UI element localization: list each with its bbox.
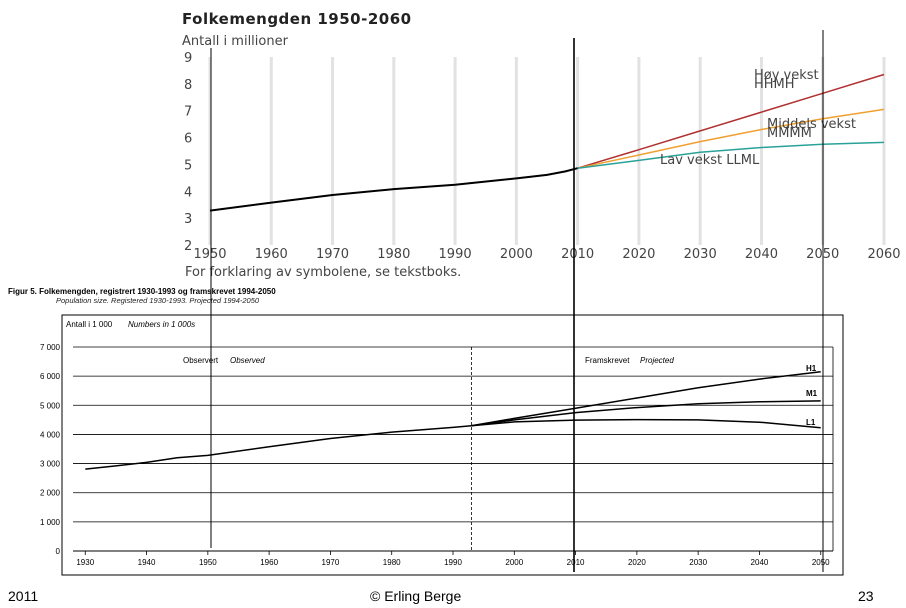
bottom-x-tick-1940: 1940 (138, 558, 156, 567)
footer-author: © Erling Berge (370, 588, 462, 604)
bottom-y-tick-1000: 1 000 (40, 518, 61, 527)
top-x-tick-1980: 1980 (377, 247, 410, 262)
top-x-tick-2000: 2000 (500, 247, 533, 262)
bottom-y-tick-7000: 7 000 (40, 343, 61, 352)
bottom-x-tick-2040: 2040 (751, 558, 769, 567)
figure-caption: Figur 5. Folkemengden, registrert 1930-1… (8, 287, 276, 296)
top-chart-y-unit-label: Antall i millioner (182, 34, 288, 49)
top-y-tick-9: 9 (184, 51, 192, 66)
top-label-high-line-1: HHMH (754, 77, 795, 92)
projected-label-english: Projected (640, 356, 674, 365)
top-label-middle-line-0: Middels vekst (767, 117, 856, 132)
footer-year: 2011 (8, 588, 39, 604)
top-x-tick-1960: 1960 (255, 247, 288, 262)
top-series-middle (577, 108, 885, 169)
top-label-middle: Middels vekst MMMM (767, 117, 856, 141)
top-x-tick-2040: 2040 (745, 247, 778, 262)
bottom-y-tick-5000: 5 000 (40, 401, 61, 410)
top-series-low (577, 141, 885, 169)
bottom-y-tick-2000: 2 000 (40, 489, 61, 498)
bottom-series-observed (85, 424, 472, 470)
bottom-x-tick-1960: 1960 (260, 558, 278, 567)
top-x-tick-2010: 2010 (561, 247, 594, 262)
bottom-label-m1: M1 (806, 389, 818, 398)
observed-label-english: Observed (230, 356, 265, 365)
bottom-y-unit-label: Antall i 1 000 (66, 320, 113, 329)
top-label-low: Lav vekst LLML (660, 153, 760, 168)
figure-caption-english: Population size. Registered 1930-1993. P… (56, 296, 260, 305)
bottom-x-tick-2010: 2010 (567, 558, 585, 567)
top-label-high: Høy vekst HHMH (754, 68, 819, 92)
bottom-label-l1: L1 (806, 418, 816, 427)
top-x-tick-2060: 2060 (867, 247, 900, 262)
top-y-tick-2: 2 (184, 239, 192, 254)
bottom-x-tick-2000: 2000 (505, 558, 523, 567)
top-label-low-line-0: Lav vekst LLML (660, 153, 760, 168)
bottom-y-tick-4000: 4 000 (40, 430, 61, 439)
bottom-series-h1 (471, 371, 821, 427)
bottom-x-tick-2050: 2050 (812, 558, 830, 567)
top-x-tick-1950: 1950 (193, 247, 226, 262)
top-x-tick-1990: 1990 (439, 247, 472, 262)
bottom-x-tick-1950: 1950 (199, 558, 217, 567)
top-y-tick-3: 3 (184, 212, 192, 227)
bottom-x-tick-1980: 1980 (383, 558, 401, 567)
top-label-high-line-0: Høy vekst (754, 68, 819, 83)
bottom-x-tick-1930: 1930 (76, 558, 94, 567)
top-series-high (577, 73, 885, 169)
bottom-x-tick-2020: 2020 (628, 558, 646, 567)
projected-label: Framskrevet (585, 356, 630, 365)
top-chart-footnote: For forklaring av symbolene, se tekstbok… (185, 265, 462, 280)
bottom-label-h1: H1 (806, 364, 817, 373)
bottom-y-tick-0: 0 (56, 547, 61, 556)
top-x-tick-1970: 1970 (316, 247, 349, 262)
observed-label: Observert (183, 356, 219, 365)
bottom-y-tick-6000: 6 000 (40, 372, 61, 381)
bottom-series-l1 (471, 418, 821, 429)
bottom-y-tick-3000: 3 000 (40, 460, 61, 469)
top-y-tick-7: 7 (184, 105, 192, 120)
bottom-y-unit-label-english: Numbers in 1 000s (128, 320, 195, 329)
top-chart-title: Folkemengden 1950-2060 (182, 10, 412, 28)
top-x-tick-2020: 2020 (622, 247, 655, 262)
top-y-tick-5: 5 (184, 158, 192, 173)
bottom-x-tick-1990: 1990 (444, 558, 462, 567)
footer-page-number: 23 (858, 588, 874, 604)
bottom-series-m1 (471, 400, 821, 427)
bottom-frame (61, 314, 844, 576)
top-series-observed (209, 167, 578, 212)
top-label-middle-line-1: MMMM (767, 126, 812, 141)
top-y-tick-4: 4 (184, 185, 192, 200)
top-y-tick-8: 8 (184, 78, 192, 93)
bottom-x-tick-2030: 2030 (689, 558, 707, 567)
bottom-x-tick-1970: 1970 (322, 558, 340, 567)
top-x-tick-2030: 2030 (684, 247, 717, 262)
top-y-tick-6: 6 (184, 132, 192, 147)
